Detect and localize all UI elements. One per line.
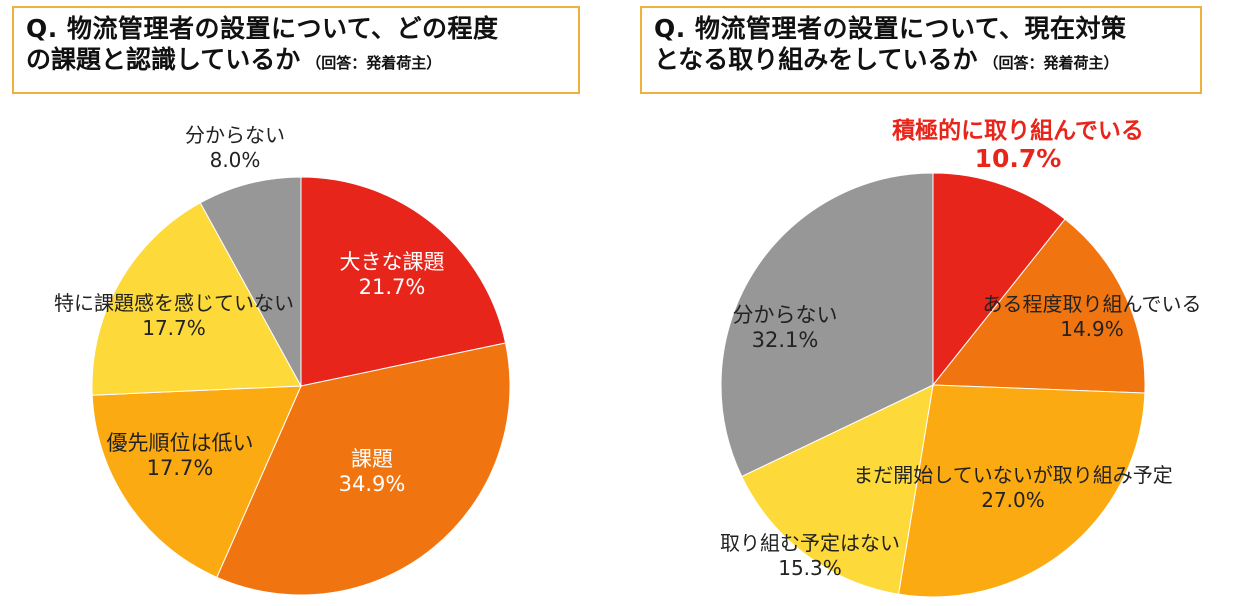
right-pie-slice-1 xyxy=(932,172,1066,387)
right-pie-slice-5 xyxy=(720,172,934,478)
left-chart-title: Q. 物流管理者の設置について、どの程度 xyxy=(26,14,499,43)
right-pie-slice-4 xyxy=(741,384,934,595)
left-chart-title-continued: の課題と認識しているか xyxy=(26,44,301,74)
left-slice-1-label: 大きな課題 xyxy=(340,250,445,274)
right-chart-title-note: （回答：発着荷主） xyxy=(983,53,1119,72)
left-pie-slice-3 xyxy=(91,385,302,578)
right-chart-title: Q. 物流管理者の設置について、現在対策 xyxy=(654,14,1127,43)
right-slice-5-value: 32.1% xyxy=(752,328,819,352)
right-slice-4-label: 取り組む予定はない xyxy=(720,531,900,555)
right-chart-title-continued: となる取り組みをしているか xyxy=(654,44,978,74)
left-chart-title-box: Q. 物流管理者の設置について、どの程度 の課題と認識しているか （回答：発着荷主… xyxy=(12,6,580,94)
left-slice-2-value: 34.9% xyxy=(339,472,406,496)
left-pie-labels: 大きな課題21.7%課題34.9%優先順位は低い17.7%特に課題感を感じていな… xyxy=(54,123,445,496)
left-slice-4-value: 17.7% xyxy=(142,316,206,340)
right-pie-slice-2 xyxy=(931,218,1146,394)
right-slice-4-value: 15.3% xyxy=(778,556,842,580)
left-pie-slice-4 xyxy=(91,202,302,396)
right-slice-2-value: 14.9% xyxy=(1060,317,1124,341)
left-chart-title-line2: の課題と認識しているか （回答：発着荷主） xyxy=(26,45,566,76)
left-chart-title-note: （回答：発着荷主） xyxy=(306,53,442,72)
left-slice-3-label: 優先順位は低い xyxy=(107,431,254,455)
right-slice-3-label: まだ開始していないが取り組み予定 xyxy=(853,463,1172,487)
right-chart-title-line2: となる取り組みをしているか （回答：発着荷主） xyxy=(654,45,1188,76)
left-slice-1-value: 21.7% xyxy=(359,275,426,299)
left-pie-slice-1 xyxy=(300,176,507,387)
left-slice-5-label: 分からない xyxy=(185,123,285,147)
left-slice-5-value: 8.0% xyxy=(210,148,261,172)
left-chart-panel: 大きな課題 21.7% 課題 34.9% 優先順位は低い 17.7% 特に課題感を感じていな… xyxy=(12,6,580,596)
left-slice-3-value: 17.7% xyxy=(147,456,214,480)
right-slice-1-label: 積極的に取り組んでいる xyxy=(892,117,1144,144)
left-pie-slices xyxy=(91,176,511,596)
right-slice-3-value: 27.0% xyxy=(981,488,1045,512)
right-slice-1-value: 10.7% xyxy=(975,144,1062,173)
left-pie-slice-5 xyxy=(199,176,302,387)
left-slice-2-label: 課題 xyxy=(351,447,393,471)
left-slice-4-label: 特に課題感を感じていない xyxy=(54,291,294,315)
right-chart-panel: 積極的に取り組んでいる 10.7% ある程度取り組んでいる 14.9% まだ開始していな… xyxy=(620,0,1240,606)
left-pie-chart: 大きな課題21.7%課題34.9%優先順位は低い17.7%特に課題感を感じていな… xyxy=(54,123,511,596)
right-chart-title-box: Q. 物流管理者の設置について、現在対策 となる取り組みをしているか （回答：発着… xyxy=(640,6,1202,94)
right-pie-slice-3 xyxy=(897,384,1146,598)
right-slice-2-label: ある程度取り組んでいる xyxy=(983,292,1202,316)
right-slice-5-label: 分からない xyxy=(733,303,838,327)
left-pie-slice-2 xyxy=(216,342,511,596)
right-pie-slices xyxy=(720,172,1146,598)
